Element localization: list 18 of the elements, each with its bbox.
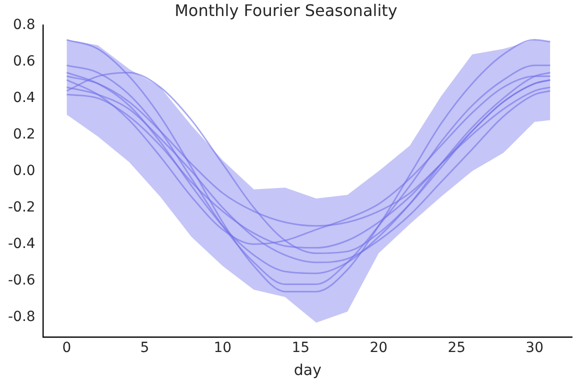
y-tick-label: -0.8	[8, 308, 36, 325]
y-tick-label: 0.4	[13, 90, 36, 106]
x-tick-label: 5	[140, 340, 150, 356]
y-tick-label: 0.6	[13, 53, 36, 70]
x-tick-label: 10	[214, 340, 232, 356]
chart-title: Monthly Fourier Seasonality	[174, 0, 398, 20]
y-tick-label: -0.4	[8, 236, 36, 252]
x-tick-label: 20	[370, 340, 388, 356]
x-tick-label: 25	[448, 340, 466, 356]
x-tick-label: 30	[526, 340, 544, 356]
x-tick-label: 0	[62, 340, 72, 356]
x-tick-label: 15	[292, 340, 310, 356]
y-tick-label: -0.6	[8, 272, 36, 288]
y-tick-label: 0.8	[13, 16, 36, 33]
y-tick-label: 0.2	[13, 126, 36, 142]
y-tick-label: -0.2	[8, 199, 36, 216]
y-tick-label: 0.0	[13, 162, 36, 179]
x-axis-title: day	[294, 360, 322, 379]
